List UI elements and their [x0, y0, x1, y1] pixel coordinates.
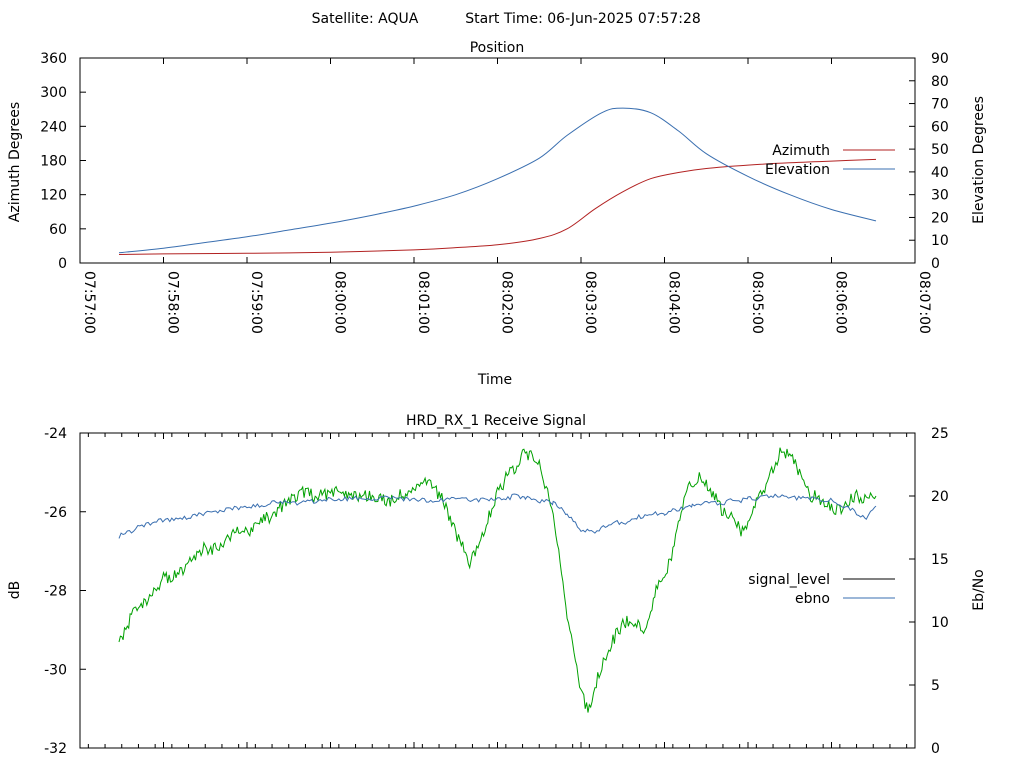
x-tick-label: 07:58:00	[165, 271, 181, 334]
y-right-tick-label: 30	[931, 188, 949, 204]
y-left-tick-label: 360	[40, 51, 67, 67]
x-tick-label: 08:04:00	[666, 271, 682, 334]
y-left-tick-label: -26	[44, 505, 67, 521]
y-right-tick-label: 20	[931, 210, 949, 226]
y-left-tick-label: -28	[44, 584, 67, 600]
y-left-tick-label: 180	[40, 154, 67, 170]
y-right-tick-label: 40	[931, 165, 949, 181]
x-tick-label: 08:06:00	[833, 271, 849, 334]
x-tick-label: 07:59:00	[248, 271, 264, 334]
series-line-Elevation	[118, 107, 877, 254]
y-right-tick-label: 0	[931, 256, 940, 272]
x-tick-label: 08:03:00	[582, 271, 598, 334]
position-chart-title: Position	[470, 40, 525, 56]
y-left-tick-label: 240	[40, 119, 67, 135]
y-left-tick-label: 120	[40, 188, 67, 204]
position-chart-right-axis-label: Elevation Degrees	[971, 96, 987, 224]
start-time-label: Start Time: 06-Jun-2025 07:57:28	[465, 11, 701, 27]
y-right-tick-label: 20	[931, 489, 949, 505]
signal-chart-right-axis-label: Eb/No	[971, 569, 987, 611]
y-left-tick-label: -30	[44, 662, 67, 678]
legend-label: signal_level	[748, 572, 830, 588]
y-right-tick-label: 0	[931, 741, 940, 757]
y-right-tick-label: 15	[931, 552, 949, 568]
series-line-Azimuth	[118, 158, 877, 255]
y-left-tick-label: -24	[44, 426, 67, 442]
signal-chart-left-axis-label: dB	[7, 581, 23, 600]
y-right-tick-label: 5	[931, 678, 940, 694]
x-tick-label: 08:07:00	[916, 271, 932, 334]
y-left-tick-label: 0	[58, 256, 67, 272]
y-left-tick-label: 60	[49, 222, 67, 238]
legend-label: ebno	[795, 591, 830, 607]
x-tick-label: 08:00:00	[332, 271, 348, 334]
chart-layer: 07:57:00 07:58:00 07:59:00 08:00:00 08:01:00…	[40, 51, 949, 757]
y-left-tick-label: -32	[44, 741, 67, 757]
y-right-tick-label: 90	[931, 51, 949, 67]
y-right-tick-label: 80	[931, 74, 949, 90]
y-right-tick-label: 25	[931, 426, 949, 442]
y-right-tick-label: 50	[931, 142, 949, 158]
plot-frame	[79, 432, 916, 749]
legend-label: Elevation	[765, 162, 830, 178]
y-right-tick-label: 60	[931, 119, 949, 135]
position-chart-x-axis-label: Time	[477, 372, 512, 388]
signal-chart-title: HRD_RX_1 Receive Signal	[406, 413, 586, 429]
y-right-tick-label: 10	[931, 615, 949, 631]
y-left-tick-label: 300	[40, 85, 67, 101]
position-chart-left-axis-label: Azimuth Degrees	[7, 102, 23, 222]
x-tick-label: 07:57:00	[81, 271, 97, 334]
series-line-signal_level	[118, 447, 877, 713]
series-line-ebno	[118, 493, 877, 539]
y-right-tick-label: 70	[931, 97, 949, 113]
x-tick-label: 08:01:00	[415, 271, 431, 334]
satellite-label: Satellite: AQUA	[312, 11, 419, 27]
legend-label: Azimuth	[772, 143, 830, 159]
x-tick-label: 08:05:00	[749, 271, 765, 334]
x-tick-label: 08:02:00	[499, 271, 515, 334]
y-right-tick-label: 10	[931, 233, 949, 249]
plot-frame	[79, 57, 916, 264]
